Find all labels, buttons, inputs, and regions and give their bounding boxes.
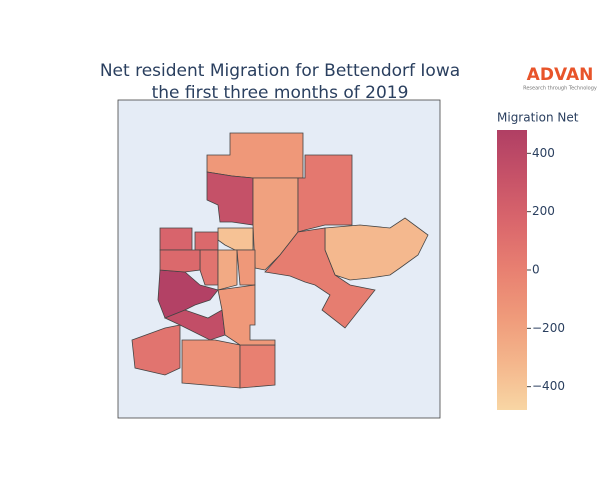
chart-subtitle: the first three months of 2019 bbox=[152, 83, 409, 103]
colorbar bbox=[497, 130, 527, 410]
region bbox=[131, 324, 181, 376]
region bbox=[239, 344, 276, 389]
region bbox=[236, 249, 256, 286]
region bbox=[217, 284, 276, 346]
colorbar-tick-label: 200 bbox=[532, 204, 555, 218]
region bbox=[297, 154, 353, 233]
region bbox=[194, 231, 219, 251]
region bbox=[157, 269, 219, 319]
region bbox=[159, 249, 201, 273]
region bbox=[181, 339, 241, 389]
logo: ADVAN bbox=[527, 65, 594, 85]
colorbar-tick-label: 0 bbox=[532, 263, 540, 277]
regions bbox=[131, 132, 429, 389]
logo-tagline: Research through Technology bbox=[523, 86, 597, 92]
colorbar-tick-label: 400 bbox=[532, 146, 555, 160]
chart-title: Net resident Migration for Bettendorf Io… bbox=[100, 61, 460, 81]
colorbar-title: Migration Net bbox=[497, 111, 579, 125]
colorbar-tick-label: −200 bbox=[532, 321, 565, 335]
colorbar-tick-label: −400 bbox=[532, 379, 565, 393]
region bbox=[206, 171, 254, 226]
region bbox=[159, 227, 193, 251]
region bbox=[217, 249, 238, 291]
region bbox=[264, 227, 376, 329]
